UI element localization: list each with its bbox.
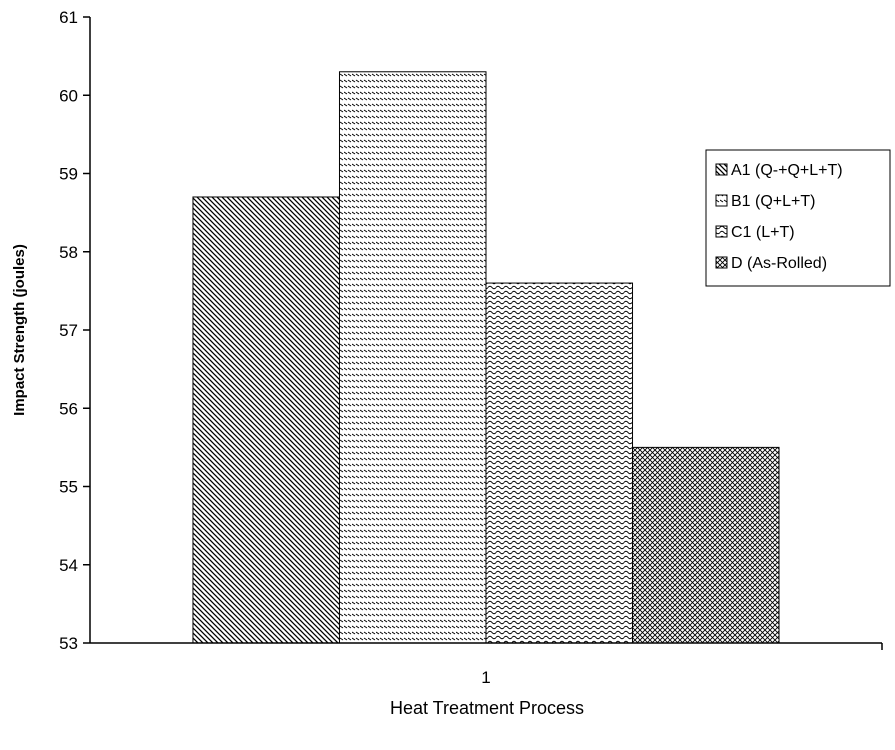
y-tick-label: 60 [59, 86, 78, 105]
legend-label: A1 (Q-+Q+L+T) [731, 162, 843, 179]
y-tick-label: 53 [59, 634, 78, 653]
y-ticks-group: 53 54 55 56 57 58 59 60 61 [59, 8, 90, 653]
legend-label: B1 (Q+L+T) [731, 193, 815, 210]
legend-swatch [715, 163, 728, 176]
legend: A1 (Q-+Q+L+T) B1 (Q+L+T) C1 (L+T) D (As-Rol… [705, 149, 891, 287]
legend-swatch [715, 194, 728, 207]
bar-d [632, 446, 780, 644]
legend-swatch [715, 225, 728, 238]
y-tick-label: 58 [59, 243, 78, 262]
y-tick-label: 54 [59, 556, 78, 575]
x-ticks-group: 1 [481, 668, 490, 687]
legend-label: D (As-Rolled) [731, 255, 827, 272]
x-tick-label: 1 [481, 668, 490, 687]
y-tick-label: 57 [59, 321, 78, 340]
bar-b1 [338, 71, 487, 644]
y-tick-label: 56 [59, 399, 78, 418]
bar-c1 [485, 282, 634, 644]
bars-group [192, 71, 780, 644]
y-tick-label: 61 [59, 8, 78, 27]
y-tick-label: 55 [59, 478, 78, 497]
y-tick-label: 59 [59, 165, 78, 184]
legend-swatch [715, 256, 728, 269]
y-axis-title: Impact Strength (joules) [11, 244, 28, 416]
legend-frame [705, 149, 891, 287]
legend-label: C1 (L+T) [731, 224, 795, 241]
bar-a1 [192, 196, 340, 644]
x-axis-title: Heat Treatment Process [390, 698, 584, 718]
